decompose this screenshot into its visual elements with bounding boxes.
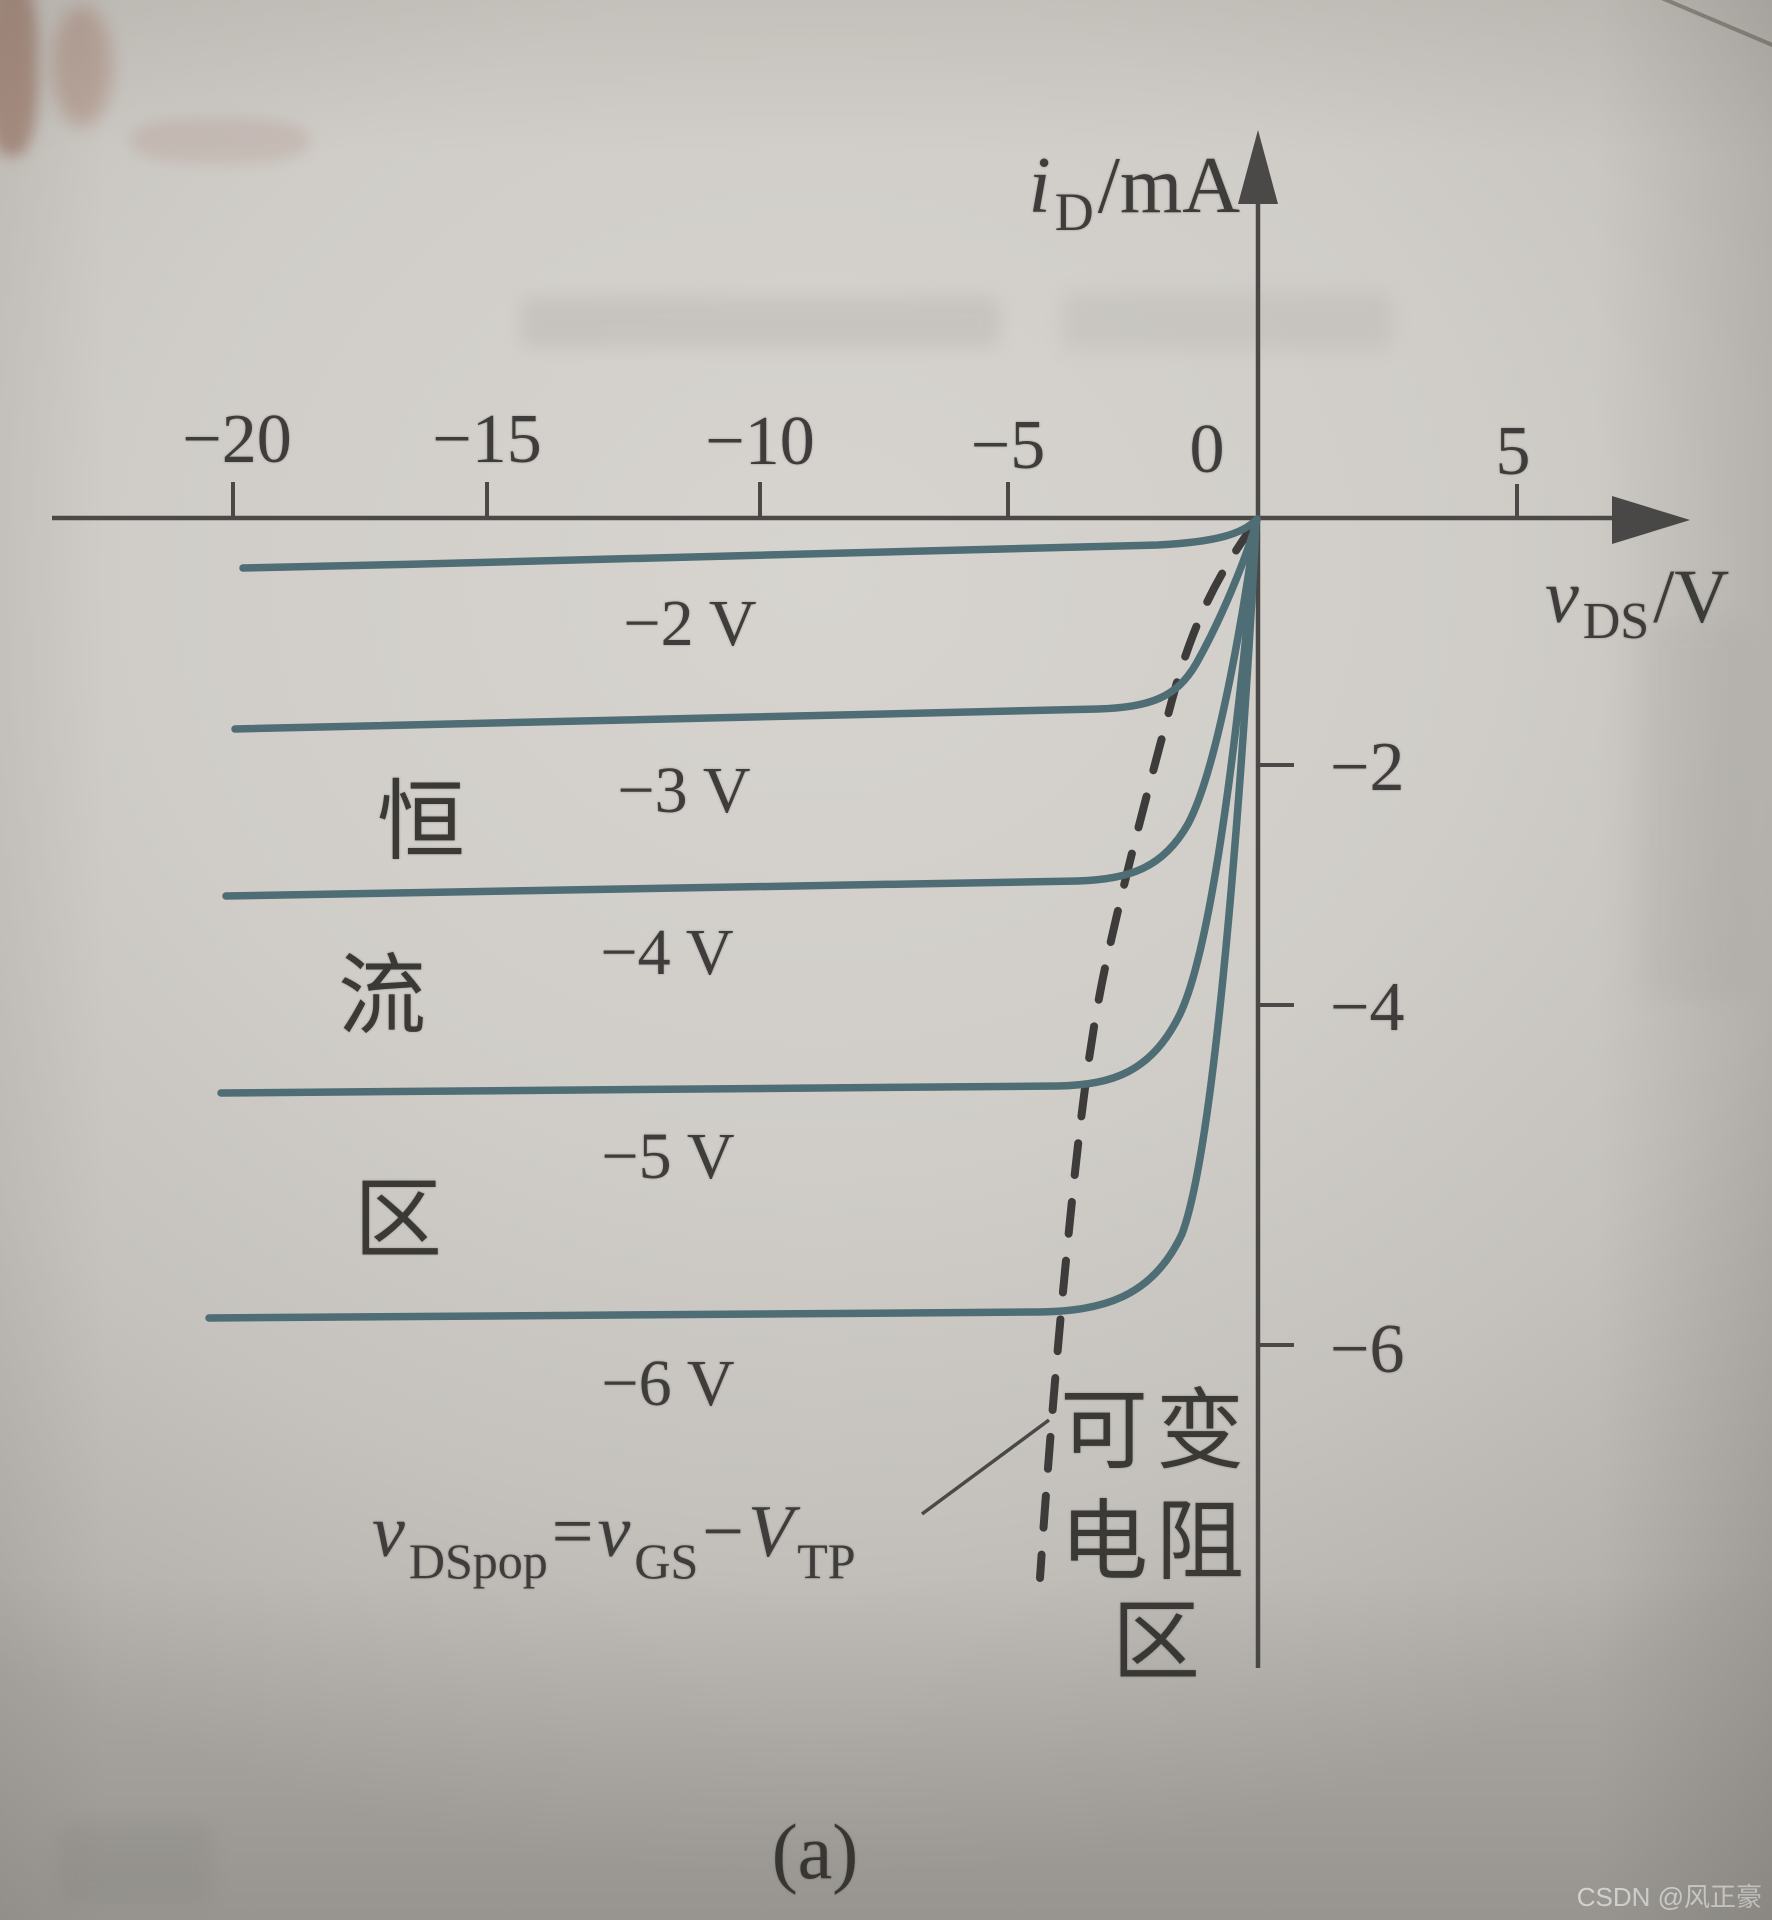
curve-vgs-minus-4v <box>222 517 1260 900</box>
x-tick-label: −15 <box>432 401 541 478</box>
formula-v3: V <box>748 1491 801 1573</box>
x-axis-title: v DS /V <box>1545 555 1729 650</box>
x-axis-arrow-icon <box>1612 496 1690 544</box>
y-tick-label: −6 <box>1330 1311 1404 1388</box>
x-tick-label: −5 <box>971 407 1045 484</box>
y-axis-sub: D <box>1055 182 1094 242</box>
y-axis-var: i <box>1029 142 1051 230</box>
curve-label-vgs-minus-5v: −5 V <box>601 1120 734 1193</box>
region-char: 区 <box>354 1173 450 1270</box>
y-axis-arrow-icon <box>1238 130 1278 204</box>
y-tick-label: −4 <box>1330 969 1404 1046</box>
formula-sub1: DSpop <box>409 1533 548 1589</box>
y-axis-unit: /mA <box>1098 142 1240 230</box>
x-axis-sub: DS <box>1583 593 1649 650</box>
constant-current-region-label: 恒 流 区 <box>338 775 473 1270</box>
pinchoff-boundary-dashed-curve <box>1036 520 1258 1582</box>
x-axis: −20 −15 −10 −5 0 5 v DS /V <box>52 401 1729 650</box>
formula-sub2: GS <box>634 1533 698 1589</box>
region-char: 流 <box>338 949 434 1046</box>
curve-label-vgs-minus-3v: −3 V <box>617 754 750 827</box>
curve-label-vgs-minus-6v: −6 V <box>601 1347 734 1420</box>
region-line: 电阻 <box>1060 1495 1252 1592</box>
formula-minus: − <box>702 1491 744 1573</box>
curve-vgs-minus-6v <box>205 519 1260 1322</box>
y-axis-title: i D /mA <box>1029 142 1241 242</box>
curve-vgs-minus-3v <box>231 516 1261 733</box>
x-tick-label: −10 <box>705 403 814 480</box>
curve-vgs-minus-5v <box>217 518 1260 1097</box>
figure-caption: (a) <box>772 1808 859 1895</box>
formula-v1: v <box>372 1491 405 1573</box>
region-char: 恒 <box>377 775 473 872</box>
formula-v2: v <box>598 1491 631 1573</box>
watermark: CSDN @风正豪 <box>1577 1882 1762 1912</box>
x-axis-unit: /V <box>1653 555 1729 639</box>
variable-resistance-region-label: 可变 电阻 区 <box>1060 1384 1252 1692</box>
y-tick-label: −2 <box>1330 729 1404 806</box>
pinchoff-formula: v DSpop = v GS − V TP <box>372 1491 856 1589</box>
curve-label-vgs-minus-4v: −4 V <box>600 916 733 989</box>
formula-sub3: TP <box>797 1533 855 1589</box>
curve-label-vgs-minus-2v: −2 V <box>623 587 756 660</box>
region-line: 可变 <box>1060 1384 1252 1481</box>
curve-vgs-minus-2v <box>239 515 1261 572</box>
x-tick-label: 5 <box>1496 413 1531 490</box>
formula-eq: = <box>552 1491 594 1573</box>
y-axis: −2 −4 −6 i D /mA <box>1029 130 1404 1668</box>
formula-leader-line <box>920 1418 1051 1516</box>
x-axis-var: v <box>1545 555 1579 639</box>
id-vds-curves <box>205 515 1261 1322</box>
region-line: 区 <box>1112 1595 1208 1692</box>
x-tick-label: 0 <box>1190 411 1225 488</box>
x-tick-label: −20 <box>182 401 291 478</box>
